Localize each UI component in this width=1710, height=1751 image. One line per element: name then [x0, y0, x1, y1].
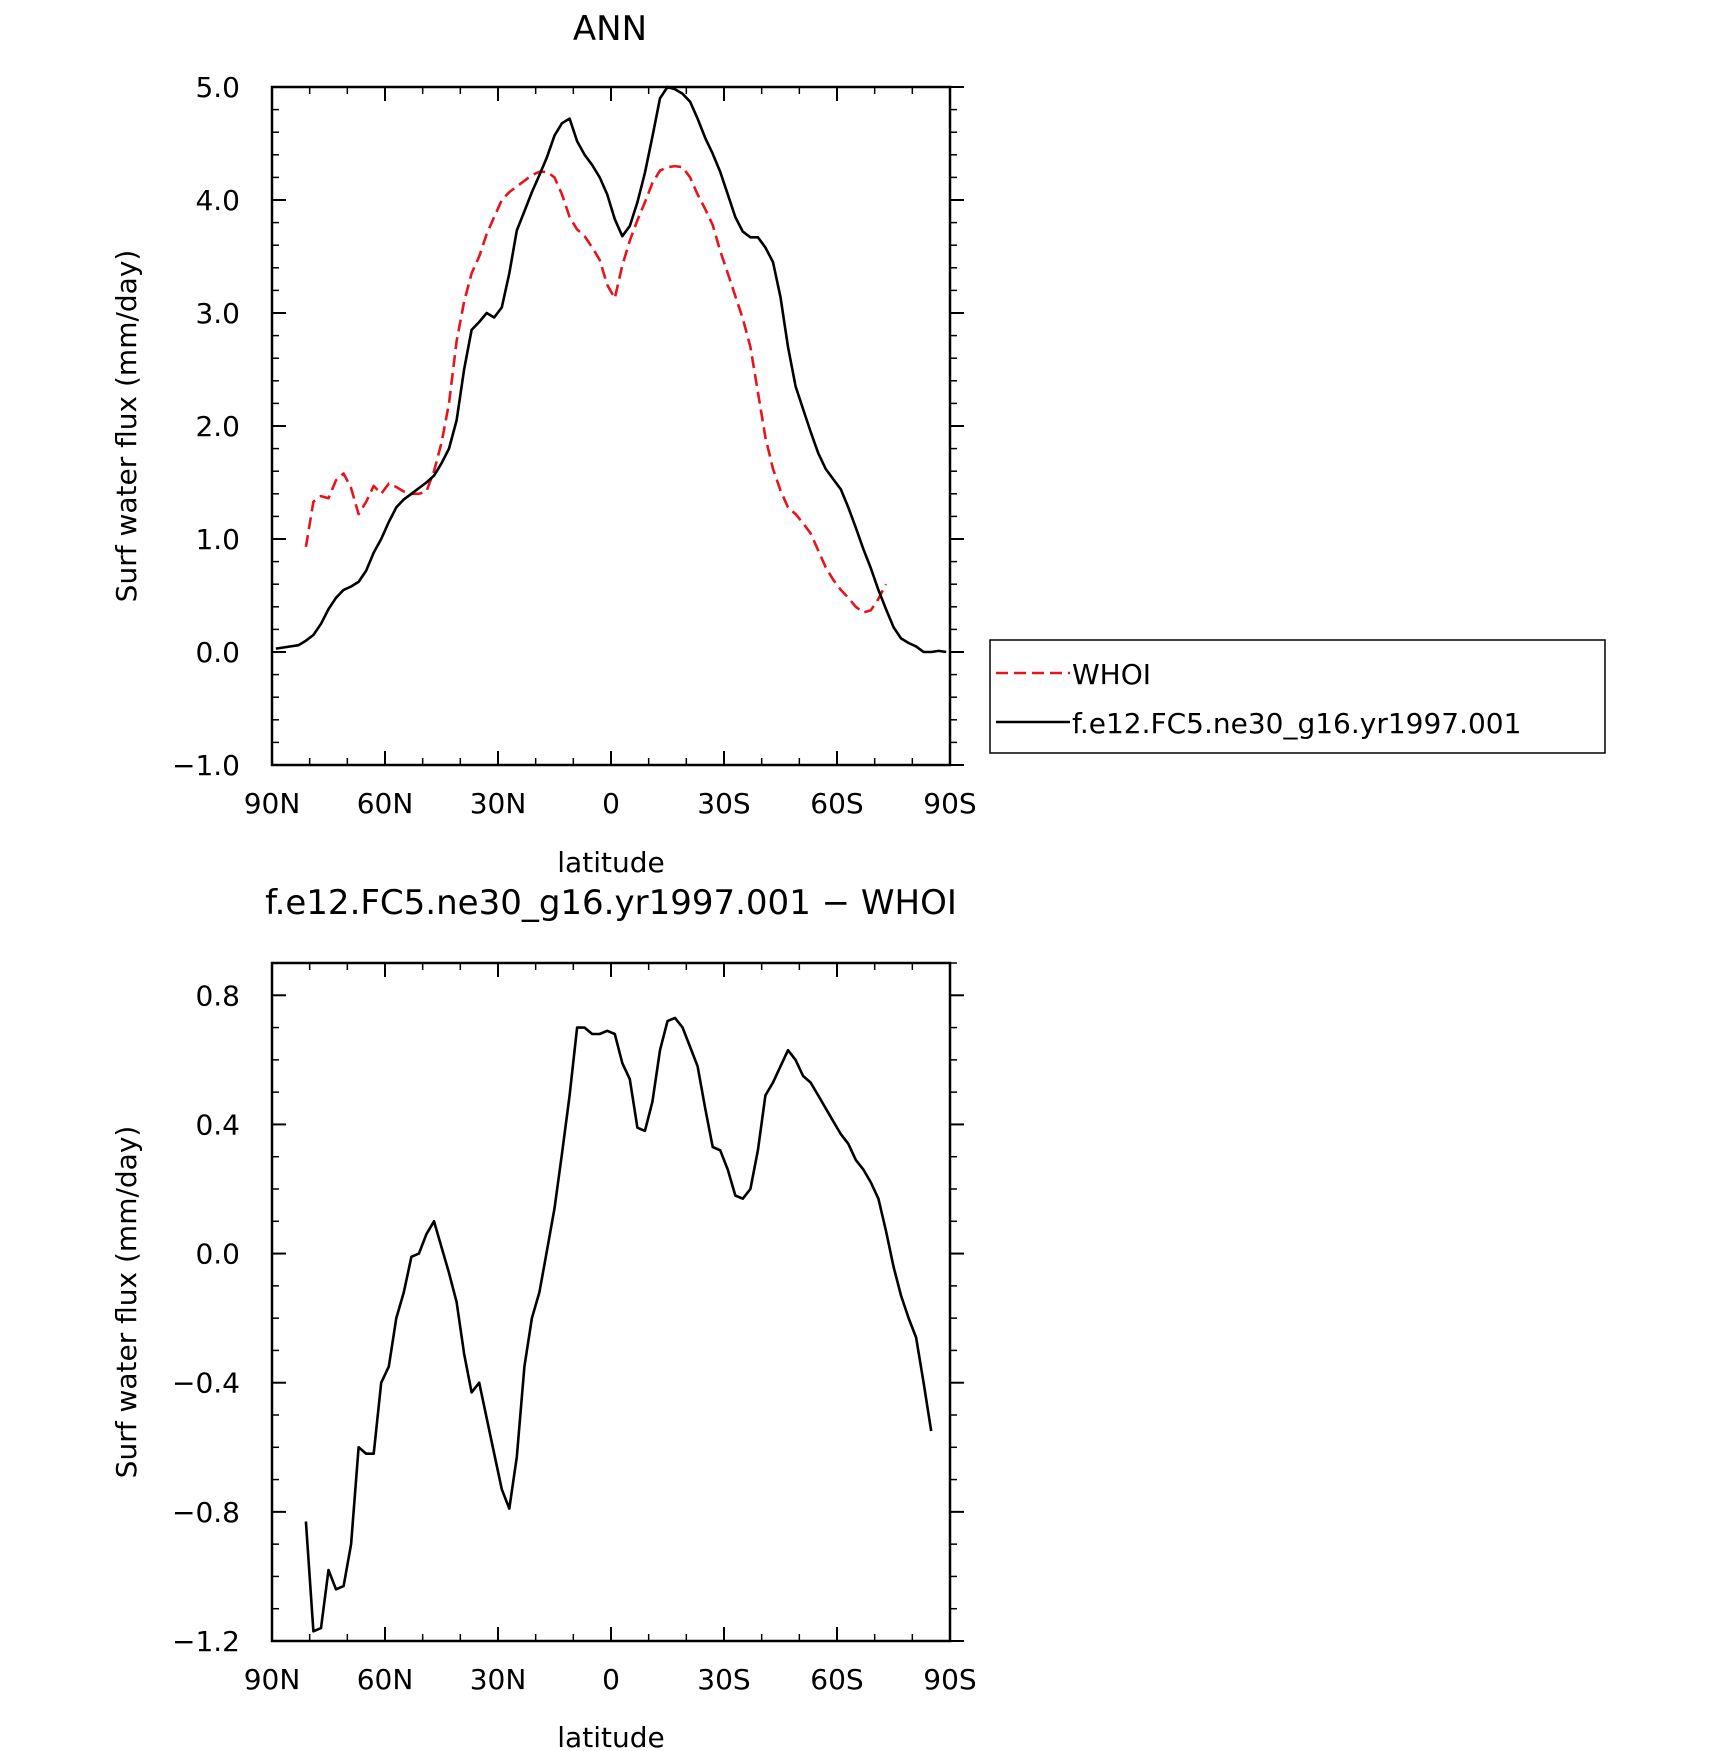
x-tick-label-90s: 90S: [923, 787, 976, 820]
y-tick-label-0-4: −0.4: [172, 1367, 240, 1400]
x-tick-label-60s: 60S: [810, 1663, 863, 1696]
x-tick-label-30n: 30N: [470, 1663, 527, 1696]
x-tick-label-60s: 60S: [810, 787, 863, 820]
bottom-series-group: [304, 1016, 933, 1633]
y-tick-label-1-2: −1.2: [172, 1625, 240, 1658]
y-tick-label-1-0: −1.0: [172, 749, 240, 782]
x-tick-label-60n: 60N: [357, 1663, 414, 1696]
bottom-y-tick-labels: −1.2 −0.8 −0.4 0.0 0.4 0.8: [172, 979, 240, 1658]
legend-label-model: f.e12.FC5.ne30_g16.yr1997.001: [1072, 707, 1521, 740]
legend: WHOI f.e12.FC5.ne30_g16.yr1997.001: [989, 639, 1606, 754]
x-tick-label-0: 0: [602, 1663, 620, 1696]
top-ticks: [271, 86, 964, 766]
y-tick-label-2-0: 2.0: [195, 410, 240, 443]
y-tick-label-0-0: 0.0: [195, 636, 240, 669]
top-y-tick-labels: −1.0 0.0 1.0 2.0 3.0 4.0 5.0: [172, 71, 240, 782]
legend-label-whoi: WHOI: [1072, 658, 1151, 691]
y-tick-label-4-0: 4.0: [195, 184, 240, 217]
bottom-panel: f.e12.FC5.ne30_g16.yr1997.001 − WHOI 90N…: [110, 883, 977, 1751]
bottom-x-axis-label: latitude: [557, 1721, 664, 1751]
bottom-chart-title: f.e12.FC5.ne30_g16.yr1997.001 − WHOI: [265, 883, 957, 923]
x-tick-label-30s: 30S: [697, 1663, 750, 1696]
bottom-plot-frame: [270, 961, 952, 1643]
legend-box: [989, 639, 1606, 754]
y-tick-label-3-0: 3.0: [195, 297, 240, 330]
y-tick-label-1-0: 1.0: [195, 523, 240, 556]
top-x-tick-labels: 90N 60N 30N 0 30S 60S 90S: [244, 787, 977, 820]
bottom-ticks: [271, 962, 964, 1642]
y-tick-label-5-0: 5.0: [195, 71, 240, 104]
series-line-f-e12-fc5-ne30-g16-yr1997-001: [275, 85, 947, 654]
y-tick-label-0-8: −0.8: [172, 1496, 240, 1529]
x-tick-label-90n: 90N: [244, 787, 301, 820]
x-tick-label-0: 0: [602, 787, 620, 820]
top-chart-title: ANN: [573, 9, 647, 49]
x-tick-label-90n: 90N: [244, 1663, 301, 1696]
x-tick-label-90s: 90S: [923, 1663, 976, 1696]
bottom-x-tick-labels: 90N 60N 30N 0 30S 60S 90S: [244, 1663, 977, 1696]
x-tick-label-30n: 30N: [470, 787, 527, 820]
top-y-axis-label: Surf water flux (mm/day): [110, 250, 143, 603]
top-x-axis-label: latitude: [557, 846, 664, 879]
top-plot-frame: [270, 85, 952, 767]
y-tick-label-0-4: 0.4: [195, 1108, 240, 1141]
series-line-difference-0: [304, 1016, 933, 1633]
top-panel: ANN 90N 60N 30N 0 30S 60S 90S −1.0 0.0 1.0 2.0 3.0…: [110, 9, 1606, 879]
bottom-y-axis-label: Surf water flux (mm/day): [110, 1126, 143, 1479]
top-series-group: [275, 85, 947, 654]
y-tick-label-0-0: 0.0: [195, 1238, 240, 1271]
x-tick-label-30s: 30S: [697, 787, 750, 820]
y-tick-label-0-8: 0.8: [195, 979, 240, 1012]
series-line-whoi: [304, 164, 888, 614]
x-tick-label-60n: 60N: [357, 787, 414, 820]
